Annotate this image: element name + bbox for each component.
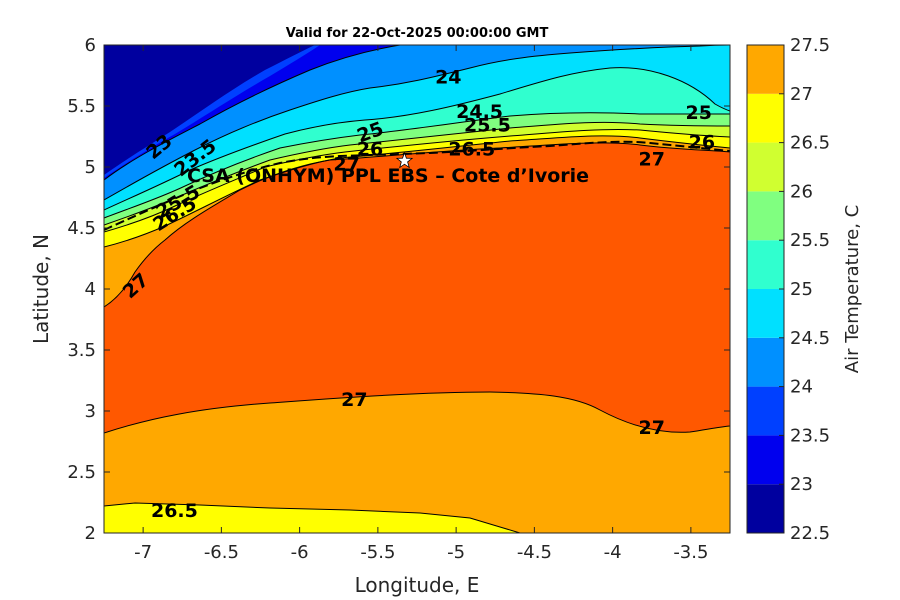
colorbar-segment	[747, 191, 784, 241]
contour-bands	[104, 45, 730, 533]
colorbar-tick-label: 26.5	[790, 133, 830, 154]
contour-label: 25.5	[464, 114, 511, 136]
x-axis-ticks: -7 -6.5 -6 -5.5 -5 -4.5 -4 -3.5	[134, 45, 708, 563]
contour-lines	[104, 45, 730, 533]
colorbar-tick-label: 24.5	[790, 328, 830, 349]
x-tick-label: -5.5	[360, 542, 395, 563]
contour-label: 25	[685, 102, 711, 124]
contour-label: 27	[639, 417, 665, 439]
site-star-marker	[395, 151, 414, 169]
y-tick-label: 5	[85, 157, 96, 178]
x-tick-label: -6.5	[204, 542, 239, 563]
colorbar-tick-label: 23	[790, 474, 813, 495]
colorbar-segment	[747, 289, 784, 338]
contour-line-24.5	[104, 67, 730, 211]
y-tick-label: 5.5	[67, 96, 96, 117]
colorbar: 22.5 23 23.5 24 24.5 25 25.5 26 26.5 27 27.5	[746, 35, 830, 544]
colorbar-tick-label: 22.5	[790, 523, 830, 544]
contour-line-27	[104, 391, 730, 434]
contour-line-26.5	[104, 502, 521, 533]
colorbar-tick-label: 23.5	[790, 425, 830, 446]
colorbar-tick-label: 27.5	[790, 35, 830, 56]
contour-label: 27	[333, 153, 359, 175]
colorbar-tick-label: 27	[790, 84, 813, 105]
colorbar-segment	[747, 45, 784, 94]
y-tick-label: 6	[85, 35, 96, 56]
contour-label: 24.5	[456, 101, 503, 123]
contour-line-23.5	[104, 45, 401, 181]
contour-line-25	[104, 112, 730, 219]
x-tick-label: -4.5	[517, 542, 552, 563]
y-tick-label: 4.5	[67, 218, 96, 239]
colorbar-segment	[747, 240, 784, 289]
colorbar-segment	[747, 484, 784, 533]
colorbar-tick-label: 24	[790, 377, 813, 398]
y-axis-label: Latitude, N	[29, 234, 53, 344]
y-axis-ticks: 2 2.5 3 3.5 4 4.5 5 5.5 6	[67, 35, 730, 544]
contour-label: 26	[357, 139, 383, 161]
colorbar-label: Air Temperature, C	[842, 205, 863, 373]
contour-label: 27	[341, 389, 367, 411]
contour-label: 27	[639, 148, 665, 170]
colorbar-segment	[747, 386, 784, 436]
contour-label: 24	[435, 67, 461, 89]
contour-label: 26	[689, 131, 715, 153]
site-marker-group: CSA (ONHYM) PPL EBS – Cote d’Ivorie	[187, 151, 589, 187]
chart-title: Valid for 22-Oct-2025 00:00:00 GMT	[286, 26, 549, 41]
x-tick-label: -4	[604, 542, 622, 563]
y-tick-label: 3	[85, 401, 96, 422]
x-axis-label: Longitude, E	[355, 573, 480, 597]
colorbar-segment	[747, 435, 784, 485]
x-tick-label: -7	[134, 542, 152, 563]
site-label: CSA (ONHYM) PPL EBS – Cote d’Ivorie	[187, 165, 589, 187]
contour-label: 26.5	[448, 139, 495, 161]
contour-line-24	[104, 45, 730, 201]
colorbar-tick-label: 25.5	[790, 230, 830, 251]
x-tick-label: -5	[447, 542, 465, 563]
band-22.5-23	[104, 45, 315, 175]
y-tick-label: 2.5	[67, 462, 96, 483]
colorbar-tick-label: 26	[790, 181, 813, 202]
y-tick-label: 4	[85, 279, 96, 300]
colorbar-tick-label: 25	[790, 279, 813, 300]
y-tick-label: 3.5	[67, 340, 96, 361]
x-tick-label: -3.5	[673, 542, 708, 563]
colorbar-segment	[747, 337, 784, 387]
colorbar-segment	[747, 93, 784, 143]
y-tick-label: 2	[85, 523, 96, 544]
coastline	[104, 140, 730, 231]
x-tick-label: -6	[291, 542, 309, 563]
contour-label: 26.5	[151, 500, 198, 522]
colorbar-segment	[747, 142, 784, 192]
contour-line-26	[104, 128, 730, 233]
